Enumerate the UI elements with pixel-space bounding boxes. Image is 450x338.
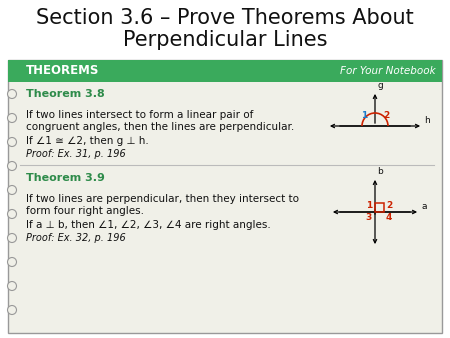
Circle shape — [8, 114, 17, 122]
Text: a: a — [421, 202, 427, 211]
Text: b: b — [377, 167, 383, 176]
Text: If ∠1 ≅ ∠2, then g ⊥ h.: If ∠1 ≅ ∠2, then g ⊥ h. — [26, 136, 149, 146]
Text: Theorem 3.8: Theorem 3.8 — [26, 89, 105, 99]
Circle shape — [8, 282, 17, 290]
Bar — [8, 60, 442, 82]
Bar — [375, 203, 384, 212]
Circle shape — [8, 210, 17, 218]
Text: Perpendicular Lines: Perpendicular Lines — [123, 30, 327, 50]
Text: form four right angles.: form four right angles. — [26, 206, 144, 216]
Text: If two lines are perpendicular, then they intersect to: If two lines are perpendicular, then the… — [26, 194, 299, 204]
Bar — [8, 60, 442, 333]
Text: If two lines intersect to form a linear pair of: If two lines intersect to form a linear … — [26, 110, 253, 120]
Text: 2: 2 — [386, 201, 392, 211]
Text: For Your Notebook: For Your Notebook — [340, 66, 436, 76]
Circle shape — [8, 234, 17, 242]
Text: Theorem 3.9: Theorem 3.9 — [26, 173, 105, 183]
Text: 1: 1 — [361, 112, 367, 121]
Text: 4: 4 — [386, 214, 392, 222]
Text: 1: 1 — [366, 201, 372, 211]
Text: If a ⊥ b, then ∠1, ∠2, ∠3, ∠4 are right angles.: If a ⊥ b, then ∠1, ∠2, ∠3, ∠4 are right … — [26, 220, 271, 230]
Text: THEOREMS: THEOREMS — [26, 65, 99, 77]
Text: g: g — [377, 81, 383, 90]
Text: Section 3.6 – Prove Theorems About: Section 3.6 – Prove Theorems About — [36, 8, 414, 28]
Text: h: h — [424, 116, 430, 125]
Circle shape — [8, 186, 17, 194]
Circle shape — [8, 306, 17, 314]
Circle shape — [8, 90, 17, 98]
Text: Proof: Ex. 31, p. 196: Proof: Ex. 31, p. 196 — [26, 149, 126, 159]
Circle shape — [8, 138, 17, 146]
Text: 2: 2 — [383, 112, 389, 121]
Text: congruent angles, then the lines are perpendicular.: congruent angles, then the lines are per… — [26, 122, 294, 132]
Circle shape — [8, 258, 17, 266]
Text: 3: 3 — [366, 214, 372, 222]
Circle shape — [8, 162, 17, 170]
Text: Proof: Ex. 32, p. 196: Proof: Ex. 32, p. 196 — [26, 233, 126, 243]
